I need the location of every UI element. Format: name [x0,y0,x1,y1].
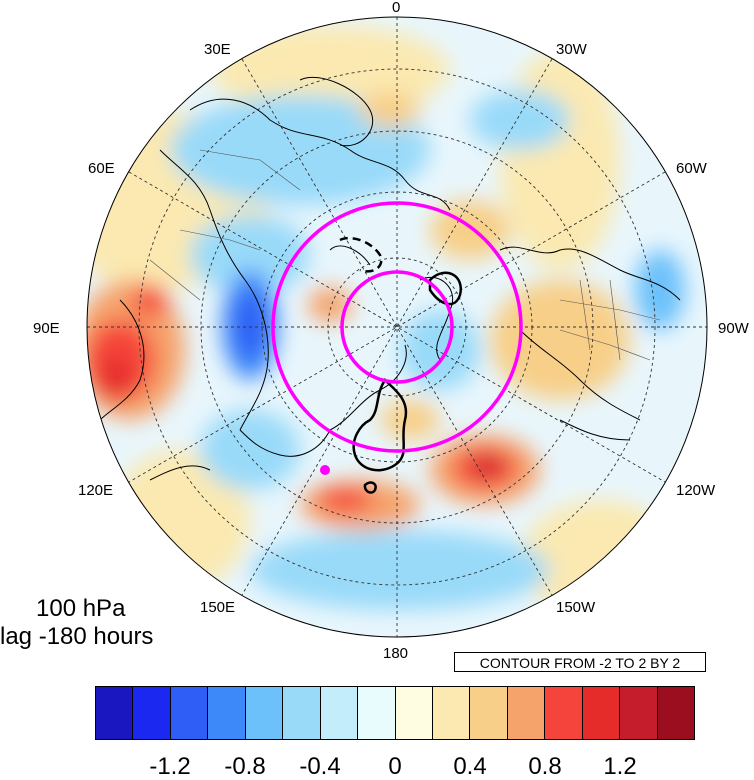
magenta-marker [320,465,330,475]
lon-label-90w: 90W [718,320,749,337]
colorbar-swatch [358,687,396,739]
lon-label-30w: 30W [556,41,587,58]
level-label: 100 hPa [36,595,126,622]
contour-note: CONTOUR FROM -2 TO 2 BY 2 [454,652,706,672]
colorbar-tick-label: 1.2 [603,753,637,780]
colorbar-swatch [320,687,359,739]
colorbar-tick-label: -0.8 [224,753,266,780]
colorbar-tick-label: 0.4 [453,753,487,780]
colorbar-swatch [507,687,546,739]
country-borders [149,149,661,361]
lon-label-120w: 120W [676,482,716,499]
colorbar-tick-label: 0 [388,753,402,780]
colorbar-swatch [545,687,583,739]
colorbar-swatch [170,687,209,739]
colorbar-swatch [208,687,246,739]
colorbar-swatch [582,687,621,739]
colorbar-tick-label: -0.4 [299,753,341,780]
colorbar-swatch [245,687,284,739]
magenta-rings [271,201,523,453]
colorbar-swatch [96,687,134,739]
colorbar-swatch [470,687,508,739]
lon-label-120e: 120E [78,482,114,499]
colorbar-tick-label: 0.8 [528,753,562,780]
lon-label-150w: 150W [556,599,596,616]
colorbar-swatch [432,687,471,739]
colorbar-swatch [283,687,321,739]
colorbar-swatch [395,687,433,739]
map-boundary [86,16,708,638]
lon-label-90e: 90E [33,320,60,337]
contour-lines [339,236,463,494]
colorbar-swatch [620,687,658,739]
lon-label-180: 180 [383,645,409,662]
lon-label-0: 0 [392,0,401,16]
lon-label-30e: 30E [204,41,231,58]
graticule [87,17,707,637]
colorbar-tick-label: -1.2 [149,753,191,780]
lag-label: lag -180 hours [0,623,154,650]
colorbar-swatch [133,687,171,739]
colorbar-swatch [657,687,694,739]
colorbar [95,686,695,740]
lon-label-60w: 60W [676,160,707,177]
lon-label-60e: 60E [88,160,115,177]
lon-label-150e: 150E [200,599,236,616]
